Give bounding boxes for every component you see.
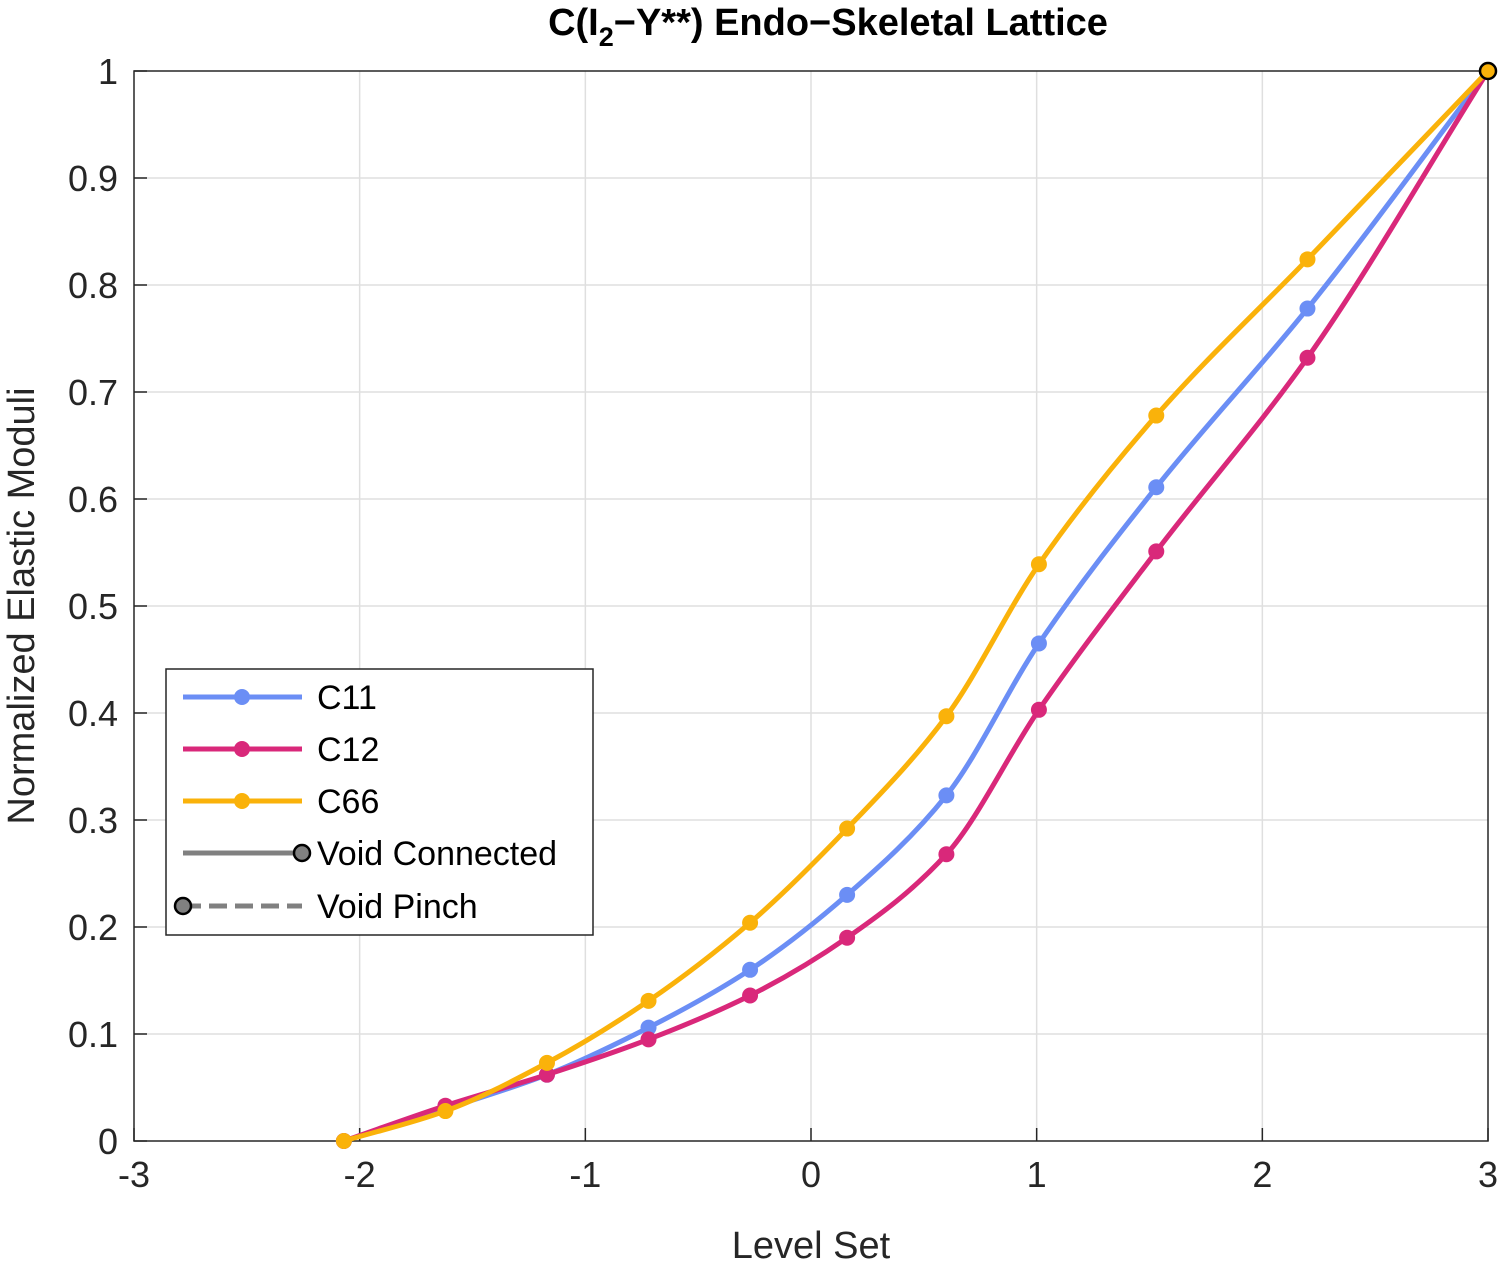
data-point-c12 <box>1299 349 1316 366</box>
y-tick-label: 0 <box>98 1121 118 1162</box>
chart-title-prefix: C(I <box>548 2 599 44</box>
legend-marker-c12 <box>234 741 250 757</box>
void-point-marker <box>1478 61 1498 81</box>
data-point-c11 <box>742 961 759 978</box>
legend: C11 C12 C66 Void Connected Void Pinch <box>165 668 594 936</box>
data-point-c66 <box>839 820 856 837</box>
y-tick-label: 1 <box>98 51 118 92</box>
legend-marker-c11 <box>234 689 250 705</box>
data-point-c12 <box>742 987 759 1004</box>
x-tick-label: -3 <box>118 1154 150 1195</box>
data-point-c12 <box>1030 701 1047 718</box>
data-point-c12 <box>1148 543 1165 560</box>
data-point-c12 <box>938 846 955 863</box>
data-point-c66 <box>742 914 759 931</box>
data-point-c66 <box>1299 251 1316 268</box>
series-group <box>335 61 1498 1149</box>
data-point-c11 <box>1148 479 1165 496</box>
x-tick-label: -2 <box>344 1154 376 1195</box>
chart-title-subscript: 2 <box>599 22 614 52</box>
data-point-c66 <box>538 1054 555 1071</box>
x-tick-label: -1 <box>569 1154 601 1195</box>
legend-label-c12: C12 <box>317 731 379 769</box>
x-tick-label: 3 <box>1478 1154 1498 1195</box>
data-point-c11 <box>1030 635 1047 652</box>
legend-label-c11: C11 <box>317 679 377 717</box>
data-point-c11 <box>839 886 856 903</box>
x-axis-label: Level Set <box>732 1225 891 1264</box>
legend-marker-void-connected <box>292 843 312 863</box>
chart-title: C(I2−Y**) Endo−Skeletal Lattice <box>548 2 1108 52</box>
grid <box>134 71 1488 1141</box>
data-point-c12 <box>839 929 856 946</box>
axis-ticks: -3 -2 -1 0 1 2 3 0 0.1 0.2 0.3 0.4 0.5 0.6 0.7 0.8 0.9 1 <box>68 51 1498 1195</box>
legend-label-void-connected: Void Connected <box>317 835 557 873</box>
x-tick-label: 0 <box>801 1154 821 1195</box>
y-tick-label: 0.4 <box>68 693 118 734</box>
data-point-c12 <box>538 1066 555 1083</box>
data-point-c66 <box>640 992 657 1009</box>
data-point-c11 <box>640 1019 657 1036</box>
data-point-c66 <box>938 708 955 725</box>
y-tick-label: 0.7 <box>68 372 118 413</box>
data-point-c11 <box>1299 300 1316 317</box>
y-tick-label: 0.6 <box>68 479 118 520</box>
data-point-c12 <box>640 1031 657 1048</box>
legend-label-void-pinch: Void Pinch <box>317 888 478 926</box>
data-point-c66 <box>1148 407 1165 424</box>
legend-marker-void-pinch <box>173 896 193 916</box>
y-tick-label: 0.9 <box>68 158 118 199</box>
y-tick-label: 0.8 <box>68 265 118 306</box>
y-tick-label: 0.2 <box>68 907 118 948</box>
x-tick-label: 1 <box>1027 1154 1047 1195</box>
chart-title-suffix: −Y**) Endo−Skeletal Lattice <box>614 2 1108 44</box>
y-tick-label: 0.3 <box>68 800 118 841</box>
data-point-c11 <box>938 787 955 804</box>
y-axis-label: Normalized Elastic Moduli <box>1 387 43 824</box>
data-point-c66 <box>1030 556 1047 573</box>
y-tick-label: 0.5 <box>68 586 118 627</box>
data-point-c66 <box>335 1133 352 1149</box>
y-tick-label: 0.1 <box>68 1014 118 1055</box>
data-point-c66 <box>437 1103 454 1120</box>
x-tick-label: 2 <box>1252 1154 1272 1195</box>
legend-label-c66: C66 <box>317 783 379 821</box>
legend-marker-c66 <box>234 793 250 809</box>
